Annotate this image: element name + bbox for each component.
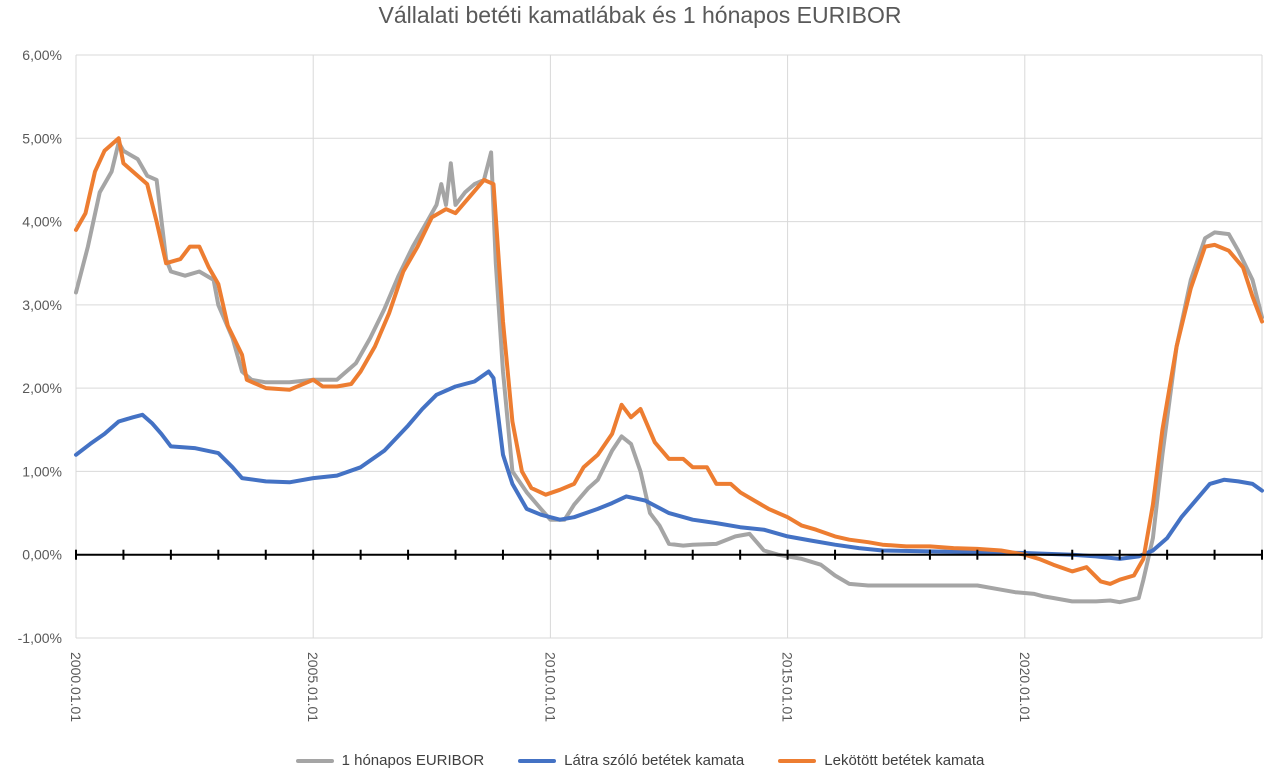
legend-label-sight-deposits: Látra szóló betétek kamata <box>564 752 745 769</box>
zero-axis <box>75 549 1263 560</box>
series-line-euribor <box>74 140 1264 605</box>
legend-label-term-deposits: Lekötött betétek kamata <box>824 752 985 769</box>
y-tick-label: -1,00% <box>18 630 62 646</box>
x-tick-label: 2005.01.01 <box>305 652 321 722</box>
y-tick-label: 3,00% <box>22 297 62 313</box>
legend-item-term-deposits: Lekötött betétek kamata <box>778 752 984 769</box>
x-axis-tick-labels: 2000.01.01 2005.01.01 2010.01.01 2015.01.01… <box>68 652 1033 722</box>
y-axis-tick-labels: 6,00% 5,00% 4,00% 3,00% 2,00% 1,00% 0,00% -1,00… <box>18 47 62 646</box>
legend-label-euribor: 1 hónapos EURIBOR <box>341 752 485 769</box>
grid-lines <box>75 54 1263 639</box>
x-tick-label: 2015.01.01 <box>780 652 796 722</box>
chart-title: Vállalati betéti kamatlábak és 1 hónapos… <box>378 2 902 28</box>
y-tick-label: 5,00% <box>22 130 62 146</box>
y-tick-label: 6,00% <box>22 47 62 63</box>
legend-item-sight-deposits: Látra szóló betétek kamata <box>518 752 744 769</box>
legend-item-euribor: 1 hónapos EURIBOR <box>295 752 485 769</box>
y-tick-label: 1,00% <box>22 463 62 479</box>
x-tick-label: 2010.01.01 <box>542 652 558 722</box>
series-lines <box>74 136 1264 605</box>
y-tick-label: 2,00% <box>22 380 62 396</box>
legend-swatch-sight-deposits <box>518 758 557 763</box>
y-tick-label: 4,00% <box>22 214 62 230</box>
series-line-term-deposits <box>74 136 1264 586</box>
x-tick-label: 2020.01.01 <box>1017 652 1033 722</box>
y-tick-label: 0,00% <box>22 547 62 563</box>
series-line-sight-deposits <box>74 369 1264 561</box>
x-tick-label: 2000.01.01 <box>68 652 84 722</box>
legend-swatch-euribor <box>295 758 334 763</box>
legend: 1 hónapos EURIBOR Látra szóló betétek ka… <box>0 752 1280 769</box>
legend-swatch-term-deposits <box>778 758 817 763</box>
